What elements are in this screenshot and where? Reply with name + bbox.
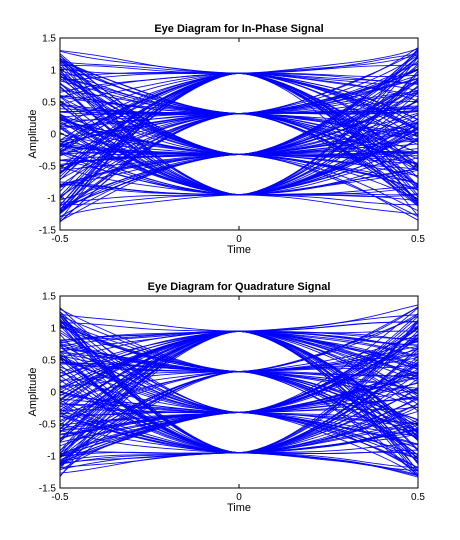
x-tick-label: -0.5 <box>51 234 69 245</box>
eye-trace <box>60 72 418 202</box>
y-tick-label: 0 <box>50 130 56 141</box>
x-tick-label: 0.5 <box>411 234 425 245</box>
x-axis-label: Time <box>227 244 251 256</box>
eye-trace <box>60 330 418 451</box>
eye-trace <box>60 399 418 455</box>
y-tick-label: -0.5 <box>39 162 57 173</box>
y-tick-label: -1.5 <box>39 484 57 495</box>
y-axis-label: Amplitude <box>27 110 39 159</box>
eye-trace <box>60 337 418 413</box>
y-tick-label: -0.5 <box>39 420 57 431</box>
x-tick-label: -0.5 <box>51 492 69 503</box>
chart-title: Eye Diagram for Quadrature Signal <box>148 281 331 293</box>
y-tick-label: 0.5 <box>42 98 56 109</box>
eye-trace <box>60 140 418 158</box>
eye-diagram-quadrature: -1.5 -1 -0.5 0 0.5 1 1.5 -0.5 0 0.5 Eye Diagram fo… <box>27 281 425 514</box>
eye-diagram-in-phase: -1.5 -1 -0.5 0 0.5 1 1.5 -0.5 0 0.5 Eye Diagram fo… <box>27 23 425 256</box>
y-tick-label: -1 <box>47 194 56 205</box>
chart-title: Eye Diagram for In-Phase Signal <box>154 23 323 35</box>
y-tick-label: 1 <box>50 324 56 335</box>
y-tick-label: 1 <box>50 66 56 77</box>
y-tick-label: 1.5 <box>42 292 56 303</box>
eye-traces <box>60 47 418 223</box>
y-tick-label: -1 <box>47 452 56 463</box>
y-tick-label: -1.5 <box>39 226 57 237</box>
x-tick-label: 0.5 <box>411 492 425 503</box>
eye-trace <box>60 73 418 196</box>
y-tick-label: 1.5 <box>42 34 56 45</box>
x-tick-label: 0 <box>236 234 242 245</box>
y-tick-label: 0.5 <box>42 356 56 367</box>
y-axis-label: Amplitude <box>27 368 39 417</box>
x-tick-label: 0 <box>236 492 242 503</box>
eye-traces <box>60 304 418 478</box>
eye-trace <box>60 313 418 332</box>
eye-trace <box>60 50 418 114</box>
eye-trace <box>60 306 418 372</box>
x-axis-label: Time <box>227 502 251 514</box>
y-tick-label: 0 <box>50 388 56 399</box>
